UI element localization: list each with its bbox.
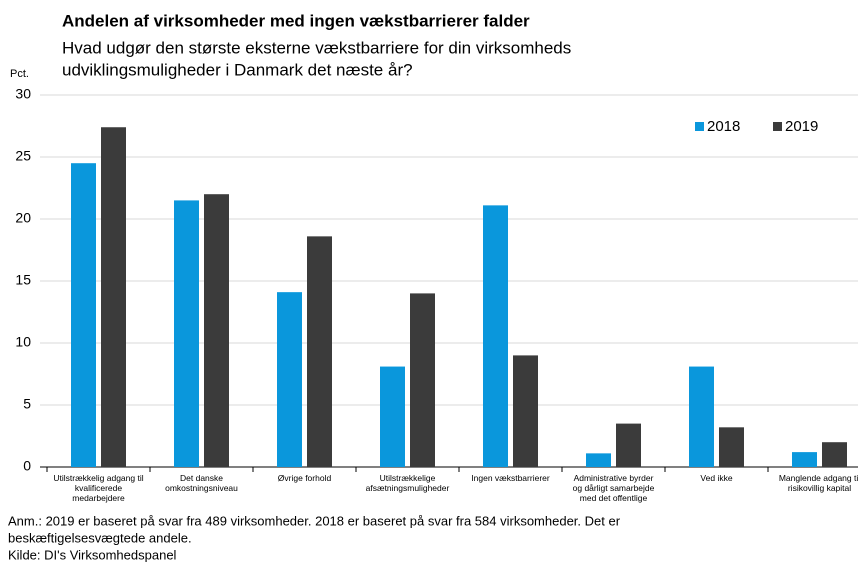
bar bbox=[483, 205, 508, 468]
y-tick-label: 5 bbox=[23, 396, 31, 412]
chart-title: Andelen af virksomheder med ingen vækstb… bbox=[62, 11, 530, 30]
bar bbox=[307, 236, 332, 467]
bar bbox=[792, 452, 817, 467]
note: Kilde: DI's Virksomhedspanel bbox=[8, 547, 177, 562]
bar bbox=[719, 427, 744, 467]
y-tick-label: 15 bbox=[15, 272, 31, 288]
bar bbox=[101, 127, 126, 468]
chart-subtitle: Hvad udgør den største eksterne vækstbar… bbox=[62, 38, 571, 57]
note: beskæftigelsesvægtede andele. bbox=[8, 530, 192, 545]
y-tick-label: 30 bbox=[15, 86, 31, 102]
bar bbox=[174, 200, 199, 467]
x-tick-label: Øvrige forhold bbox=[278, 473, 332, 483]
y-tick-label: 10 bbox=[15, 334, 31, 350]
y-tick-label: 0 bbox=[23, 458, 31, 474]
bar bbox=[513, 355, 538, 467]
x-tick-label: Ingen vækstbarrierer bbox=[471, 473, 550, 483]
bar bbox=[689, 366, 714, 467]
x-tick-label: Manglende adgang til risikovillig kapital bbox=[779, 473, 858, 493]
x-tick-label: Ved ikke bbox=[700, 473, 732, 483]
bar bbox=[204, 194, 229, 467]
legend-swatch bbox=[773, 122, 782, 131]
bar bbox=[616, 423, 641, 467]
y-tick-label: 25 bbox=[15, 148, 31, 164]
x-tick-label: Utilstrækkelige afsætningsmuligheder bbox=[366, 473, 450, 493]
legend-label: 2019 bbox=[785, 118, 818, 135]
bar bbox=[71, 163, 96, 467]
bar bbox=[277, 292, 302, 467]
bar bbox=[586, 453, 611, 467]
chart-subtitle: udviklingsmuligheder i Danmark det næste… bbox=[62, 60, 413, 79]
legend-label: 2018 bbox=[707, 118, 740, 135]
y-axis-label: Pct. bbox=[10, 68, 29, 80]
x-tick-label: Det danske omkostningsniveau bbox=[165, 473, 238, 493]
note: Anm.: 2019 er baseret på svar fra 489 vi… bbox=[8, 513, 621, 528]
legend-swatch bbox=[695, 122, 704, 131]
y-tick-label: 20 bbox=[15, 210, 31, 226]
x-tick-label: Administrative byrder og dårligt samarbej… bbox=[573, 473, 655, 503]
bar bbox=[822, 442, 847, 467]
bar bbox=[380, 366, 405, 467]
x-tick-label: Utilstrækkelig adgang til kvalificerede me… bbox=[53, 473, 143, 503]
bar bbox=[410, 293, 435, 467]
